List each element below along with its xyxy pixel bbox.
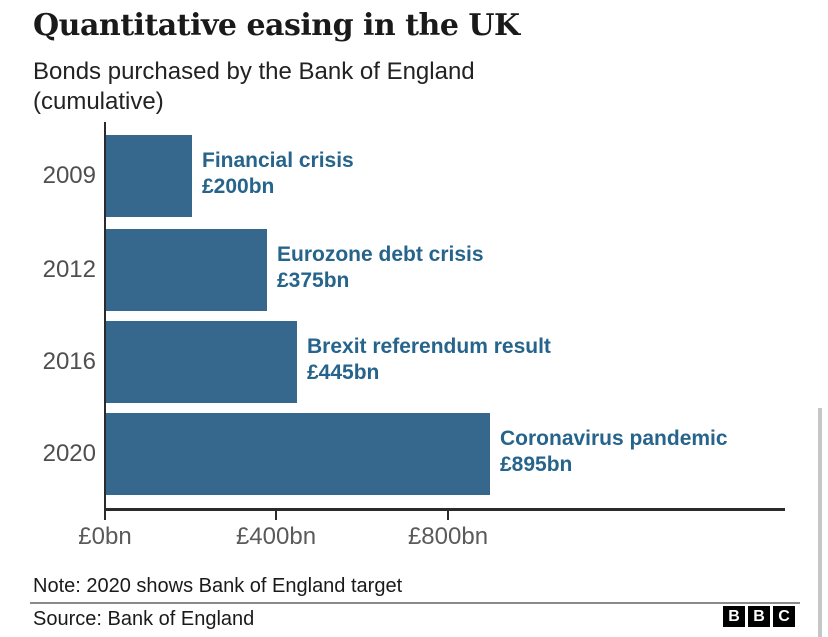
chart-subtitle: Bonds purchased by the Bank of England (… xyxy=(33,57,475,117)
x-axis-tick-label: £800bn xyxy=(407,523,489,550)
annotation-amount: £895bn xyxy=(500,453,573,476)
chart-subtitle-line1: Bonds purchased by the Bank of England xyxy=(33,58,475,85)
bar-2009 xyxy=(106,135,192,217)
x-axis-tick xyxy=(104,511,106,520)
footer-divider xyxy=(30,602,800,604)
bbc-logo-letter: C xyxy=(773,606,795,627)
bar-annotation-2009: Financial crisis £200bn xyxy=(202,148,354,200)
y-axis-line xyxy=(104,122,106,511)
annotation-event: Coronavirus pandemic xyxy=(500,427,728,450)
chart-note: Note: 2020 shows Bank of England target xyxy=(33,575,403,597)
bar-2012 xyxy=(106,229,267,311)
bbc-logo-letter: B xyxy=(748,606,770,627)
chart-title: Quantitative easing in the UK xyxy=(33,8,520,43)
scrollbar-track[interactable] xyxy=(818,408,822,637)
year-label-2012: 2012 xyxy=(42,256,96,283)
annotation-event: Financial crisis xyxy=(202,149,354,172)
annotation-amount: £375bn xyxy=(277,269,350,292)
bar-annotation-2012: Eurozone debt crisis £375bn xyxy=(277,242,484,294)
chart-source: Source: Bank of England xyxy=(33,608,255,630)
annotation-event: Eurozone debt crisis xyxy=(277,243,484,266)
bar-2020 xyxy=(106,413,490,495)
year-label-2020: 2020 xyxy=(42,440,96,467)
x-axis-tick-label: £0bn xyxy=(78,523,132,550)
x-axis-tick-label: £400bn xyxy=(235,523,317,550)
annotation-event: Brexit referendum result xyxy=(307,335,551,358)
annotation-amount: £445bn xyxy=(307,361,380,384)
bbc-logo-letter: B xyxy=(723,606,745,627)
bar-annotation-2016: Brexit referendum result £445bn xyxy=(307,334,551,386)
x-axis-tick xyxy=(447,511,449,520)
bar-2016 xyxy=(106,321,297,403)
chart-subtitle-line2: (cumulative) xyxy=(33,88,164,115)
year-label-2009: 2009 xyxy=(42,162,96,189)
annotation-amount: £200bn xyxy=(202,175,275,198)
x-axis-line xyxy=(104,508,785,511)
year-label-2016: 2016 xyxy=(42,348,96,375)
x-axis-tick xyxy=(275,511,277,520)
bar-annotation-2020: Coronavirus pandemic £895bn xyxy=(500,426,728,478)
